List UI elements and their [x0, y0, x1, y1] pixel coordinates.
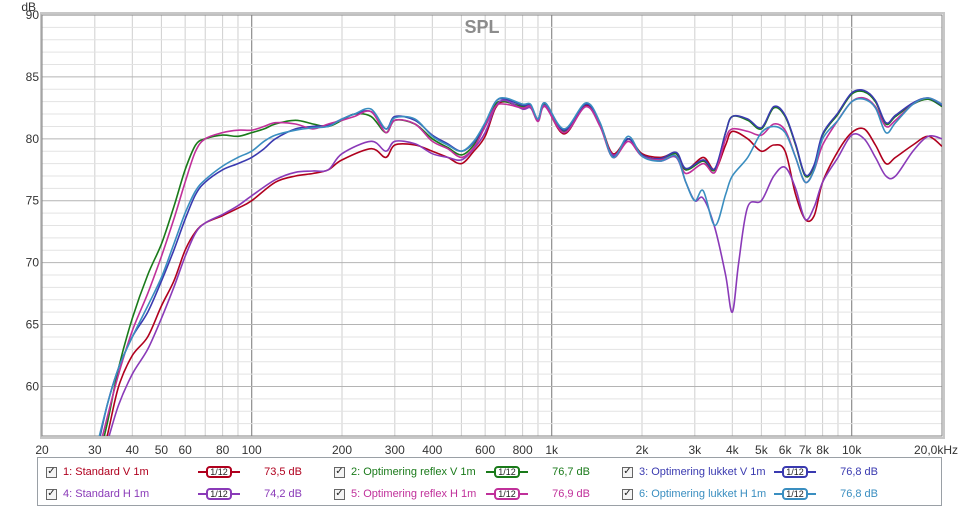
legend-level: 74,2 dB [264, 488, 302, 500]
legend-smoothing-swatch[interactable]: 1/12 [198, 488, 242, 500]
swatch-line [486, 471, 494, 473]
y-tick-label: 85 [26, 70, 40, 84]
x-tick-label: 30 [88, 443, 102, 456]
legend-checkbox[interactable]: ✓ [622, 488, 633, 500]
swatch-line [486, 493, 494, 495]
x-tick-label: 60 [178, 443, 192, 456]
x-tick-label: 600 [475, 443, 495, 456]
y-tick-label: 90 [26, 8, 40, 22]
legend-level: 73,5 dB [264, 466, 302, 478]
legend-level: 76,7 dB [552, 466, 590, 478]
legend-panel: ✓ 1: Standard V 1m 1/12 73,5 dB ✓ 2: Optimeri… [37, 457, 942, 506]
x-tick-label: 7k [799, 443, 813, 456]
swatch-line [774, 493, 782, 495]
y-tick-label: 60 [26, 379, 40, 393]
series-line-2 [103, 90, 942, 436]
y-tick-label: 75 [26, 194, 40, 208]
spl-chart: 20 30 40 50 60 80 100 200 300 400 600 800 1k 2k 3k 4k 5k… [21, 0, 958, 456]
x-tick-label: 3k [688, 443, 702, 456]
legend-checkbox[interactable]: ✓ [46, 488, 57, 500]
y-axis-unit: dB [21, 0, 36, 14]
x-tick-label: 50 [155, 443, 169, 456]
legend-checkbox[interactable]: ✓ [334, 488, 345, 500]
plot-border-outer [40, 12, 945, 439]
swatch-line [198, 471, 206, 473]
swatch-line [232, 471, 240, 473]
legend-smoothing-swatch[interactable]: 1/12 [774, 488, 818, 500]
x-tick-label: 20,0kHz [914, 443, 958, 456]
x-tick-label: 8k [816, 443, 830, 456]
x-tick-label: 100 [242, 443, 262, 456]
swatch-line [808, 493, 816, 495]
y-tick-label: 65 [26, 318, 40, 332]
swatch-line [520, 471, 528, 473]
smoothing-label: 1/12 [782, 488, 808, 500]
legend-item-4: ✓ 4: Standard H 1m 1/12 74,2 dB [46, 484, 302, 504]
legend-smoothing-swatch[interactable]: 1/12 [774, 466, 818, 478]
x-tick-label: 200 [332, 443, 352, 456]
legend-item-3: ✓ 3: Optimering lukket V 1m 1/12 76,8 dB [622, 462, 878, 482]
smoothing-label: 1/12 [782, 466, 808, 478]
legend-item-1: ✓ 1: Standard V 1m 1/12 73,5 dB [46, 462, 302, 482]
legend-checkbox[interactable]: ✓ [334, 466, 345, 478]
swatch-line [808, 471, 816, 473]
series-line-3 [99, 88, 942, 436]
legend-smoothing-swatch[interactable]: 1/12 [486, 466, 530, 478]
legend-label: 1: Standard V 1m [63, 466, 149, 478]
swatch-line [774, 471, 782, 473]
x-tick-label: 5k [755, 443, 769, 456]
plot-area [41, 14, 943, 437]
legend-label: 6: Optimering lukket H 1m [639, 488, 767, 500]
x-tick-label: 400 [422, 443, 442, 456]
x-tick-label: 6k [779, 443, 793, 456]
legend-item-6: ✓ 6: Optimering lukket H 1m 1/12 76,8 dB [622, 484, 878, 504]
legend-label: 2: Optimering reflex V 1m [351, 466, 476, 478]
series-line-1 [106, 100, 942, 436]
series-line-6 [98, 96, 942, 436]
x-tick-label: 80 [216, 443, 230, 456]
smoothing-label: 1/12 [206, 466, 232, 478]
x-tick-label: 300 [385, 443, 405, 456]
x-tick-label: 10k [842, 443, 862, 456]
legend-smoothing-swatch[interactable]: 1/12 [486, 488, 530, 500]
swatch-line [198, 493, 206, 495]
x-tick-label: 20 [35, 443, 49, 456]
y-tick-label: 70 [26, 256, 40, 270]
legend-item-5: ✓ 5: Optimering reflex H 1m 1/12 76,9 dB [334, 484, 590, 504]
x-tick-label: 40 [126, 443, 140, 456]
y-tick-label: 80 [26, 132, 40, 146]
legend-level: 76,9 dB [552, 488, 590, 500]
series-line-4 [108, 99, 942, 436]
legend-smoothing-swatch[interactable]: 1/12 [198, 466, 242, 478]
legend-checkbox[interactable]: ✓ [622, 466, 633, 478]
x-tick-label: 800 [513, 443, 533, 456]
swatch-line [232, 493, 240, 495]
smoothing-label: 1/12 [494, 488, 520, 500]
legend-label: 3: Optimering lukket V 1m [639, 466, 766, 478]
smoothing-label: 1/12 [206, 488, 232, 500]
legend-label: 5: Optimering reflex H 1m [351, 488, 477, 500]
smoothing-label: 1/12 [494, 466, 520, 478]
swatch-line [520, 493, 528, 495]
chart-title: SPL [464, 17, 499, 37]
legend-level: 76,8 dB [840, 488, 878, 500]
x-tick-label: 2k [636, 443, 650, 456]
legend-checkbox[interactable]: ✓ [46, 466, 57, 478]
legend-level: 76,8 dB [840, 466, 878, 478]
x-tick-label: 4k [726, 443, 740, 456]
x-tick-label: 1k [545, 443, 559, 456]
legend-item-2: ✓ 2: Optimering reflex V 1m 1/12 76,7 dB [334, 462, 590, 482]
legend-label: 4: Standard H 1m [63, 488, 150, 500]
